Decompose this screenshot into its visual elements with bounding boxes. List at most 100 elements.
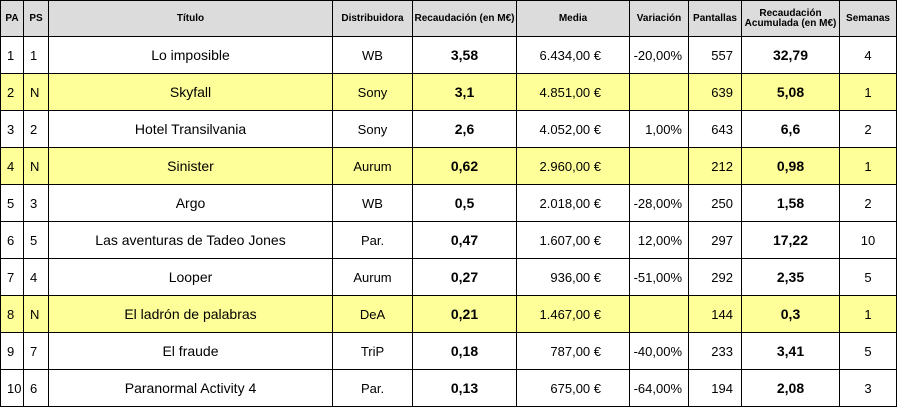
- cell-semanas: 1: [839, 73, 897, 111]
- cell-pa: 5: [0, 184, 24, 222]
- cell-media: 4.851,00 €: [516, 73, 630, 111]
- table-row: 6 5 Las aventuras de Tadeo Jones Par. 0,47 1.…: [0, 221, 897, 259]
- table-row: 5 3 Argo WB 0,5 2.018,00 € -28,00% 250 1,58 2: [0, 184, 897, 222]
- cell-titulo: Skyfall: [48, 73, 333, 111]
- table-row: 2 N Skyfall Sony 3,1 4.851,00 € 639 5,08 1: [0, 73, 897, 111]
- cell-variacion: -20,00%: [629, 36, 689, 74]
- cell-acumulada: 6,6: [741, 110, 840, 148]
- cell-pa: 4: [0, 147, 24, 185]
- table-row: 8 N El ladrón de palabras DeA 0,21 1.467,00 €…: [0, 295, 897, 333]
- cell-titulo: Argo: [48, 184, 333, 222]
- cell-acumulada: 2,08: [741, 369, 840, 407]
- cell-pa: 10: [0, 369, 24, 407]
- cell-distribuidora: Aurum: [332, 258, 413, 296]
- cell-recaudacion: 2,6: [412, 110, 517, 148]
- cell-variacion: 1,00%: [629, 110, 689, 148]
- cell-variacion: -28,00%: [629, 184, 689, 222]
- cell-semanas: 2: [839, 110, 897, 148]
- cell-pa: 3: [0, 110, 24, 148]
- cell-pantallas: 643: [688, 110, 742, 148]
- cell-pantallas: 292: [688, 258, 742, 296]
- cell-acumulada: 0,3: [741, 295, 840, 333]
- table-row: 3 2 Hotel Transilvania Sony 2,6 4.052,00 €1,0…: [0, 110, 897, 148]
- cell-pantallas: 557: [688, 36, 742, 74]
- cell-pa: 8: [0, 295, 24, 333]
- cell-ps: 1: [23, 36, 49, 74]
- cell-semanas: 4: [839, 36, 897, 74]
- cell-titulo: El fraude: [48, 332, 333, 370]
- cell-media: 6.434,00 €: [516, 36, 630, 74]
- table-row: 1 1 Lo imposible WB 3,58 6.434,00 € -20,00% 557…: [0, 36, 897, 74]
- cell-variacion: 12,00%: [629, 221, 689, 259]
- cell-distribuidora: Sony: [332, 110, 413, 148]
- cell-media: 1.467,00 €: [516, 295, 630, 333]
- cell-pa: 1: [0, 36, 24, 74]
- cell-recaudacion: 0,13: [412, 369, 517, 407]
- header-media: Media: [516, 0, 630, 37]
- cell-acumulada: 32,79: [741, 36, 840, 74]
- cell-media: 936,00 €: [516, 258, 630, 296]
- header-distribuidora: Distribuidora: [332, 0, 413, 37]
- header-acumulada: Recaudación Acumulada (en M€): [741, 0, 840, 37]
- cell-ps: N: [23, 295, 49, 333]
- cell-pantallas: 212: [688, 147, 742, 185]
- cell-distribuidora: Sony: [332, 73, 413, 111]
- header-row: PA PS Título Distribuidora Recaudación (…: [0, 0, 897, 37]
- cell-media: 2.960,00 €: [516, 147, 630, 185]
- table-row: 4 N Sinister Aurum 0,62 2.960,00 € 212 0,98 1: [0, 147, 897, 185]
- cell-variacion: [629, 147, 689, 185]
- cell-distribuidora: Aurum: [332, 147, 413, 185]
- cell-recaudacion: 0,47: [412, 221, 517, 259]
- cell-recaudacion: 0,5: [412, 184, 517, 222]
- header-variacion: Variación: [629, 0, 689, 37]
- cell-titulo: El ladrón de palabras: [48, 295, 333, 333]
- cell-acumulada: 2,35: [741, 258, 840, 296]
- cell-recaudacion: 0,18: [412, 332, 517, 370]
- cell-pantallas: 297: [688, 221, 742, 259]
- cell-pantallas: 194: [688, 369, 742, 407]
- cell-pa: 6: [0, 221, 24, 259]
- cell-distribuidora: Par.: [332, 369, 413, 407]
- cell-pantallas: 233: [688, 332, 742, 370]
- cell-distribuidora: WB: [332, 184, 413, 222]
- cell-media: 787,00 €: [516, 332, 630, 370]
- header-semanas: Semanas: [839, 0, 897, 37]
- cell-ps: 5: [23, 221, 49, 259]
- cell-variacion: -51,00%: [629, 258, 689, 296]
- cell-recaudacion: 3,58: [412, 36, 517, 74]
- cell-ps: N: [23, 147, 49, 185]
- cell-titulo: Lo imposible: [48, 36, 333, 74]
- cell-semanas: 2: [839, 184, 897, 222]
- cell-pa: 7: [0, 258, 24, 296]
- cell-ps: N: [23, 73, 49, 111]
- cell-recaudacion: 0,62: [412, 147, 517, 185]
- cell-semanas: 5: [839, 332, 897, 370]
- cell-media: 2.018,00 €: [516, 184, 630, 222]
- table-row: 7 4 Looper Aurum 0,27 936,00 € -51,00% 292 2,35 5: [0, 258, 897, 296]
- cell-semanas: 1: [839, 147, 897, 185]
- header-recaudacion: Recaudación (en M€): [412, 0, 517, 37]
- cell-pantallas: 250: [688, 184, 742, 222]
- cell-media: 675,00 €: [516, 369, 630, 407]
- cell-distribuidora: WB: [332, 36, 413, 74]
- cell-ps: 2: [23, 110, 49, 148]
- cell-pa: 9: [0, 332, 24, 370]
- cell-ps: 4: [23, 258, 49, 296]
- header-pantallas: Pantallas: [688, 0, 742, 37]
- cell-variacion: [629, 295, 689, 333]
- cell-acumulada: 17,22: [741, 221, 840, 259]
- cell-distribuidora: TriP: [332, 332, 413, 370]
- cell-semanas: 5: [839, 258, 897, 296]
- cell-semanas: 3: [839, 369, 897, 407]
- table-row: 9 7 El fraude TriP 0,18 787,00 € -40,00% 233 3,4…: [0, 332, 897, 370]
- cell-pantallas: 144: [688, 295, 742, 333]
- cell-media: 1.607,00 €: [516, 221, 630, 259]
- cell-variacion: [629, 73, 689, 111]
- cell-distribuidora: Par.: [332, 221, 413, 259]
- cell-recaudacion: 3,1: [412, 73, 517, 111]
- cell-ps: 6: [23, 369, 49, 407]
- cell-variacion: -40,00%: [629, 332, 689, 370]
- cell-titulo: Sinister: [48, 147, 333, 185]
- cell-titulo: Paranormal Activity 4: [48, 369, 333, 407]
- cell-semanas: 10: [839, 221, 897, 259]
